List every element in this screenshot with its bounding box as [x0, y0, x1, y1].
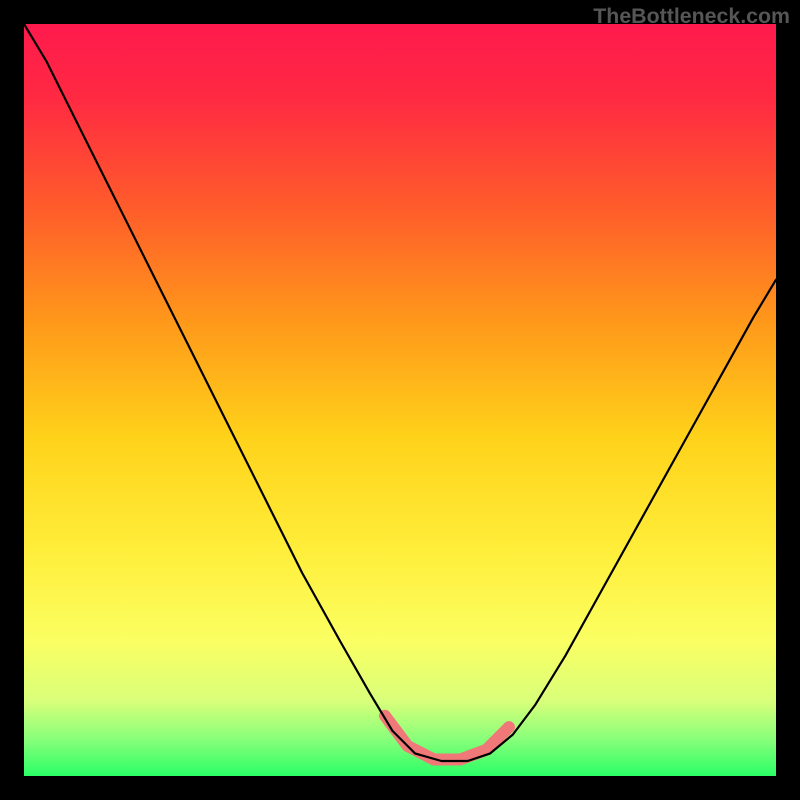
watermark-text: TheBottleneck.com [593, 4, 790, 29]
bottleneck-chart: TheBottleneck.com [0, 0, 800, 800]
chart-plot-area [24, 24, 776, 776]
chart-svg [0, 0, 800, 800]
